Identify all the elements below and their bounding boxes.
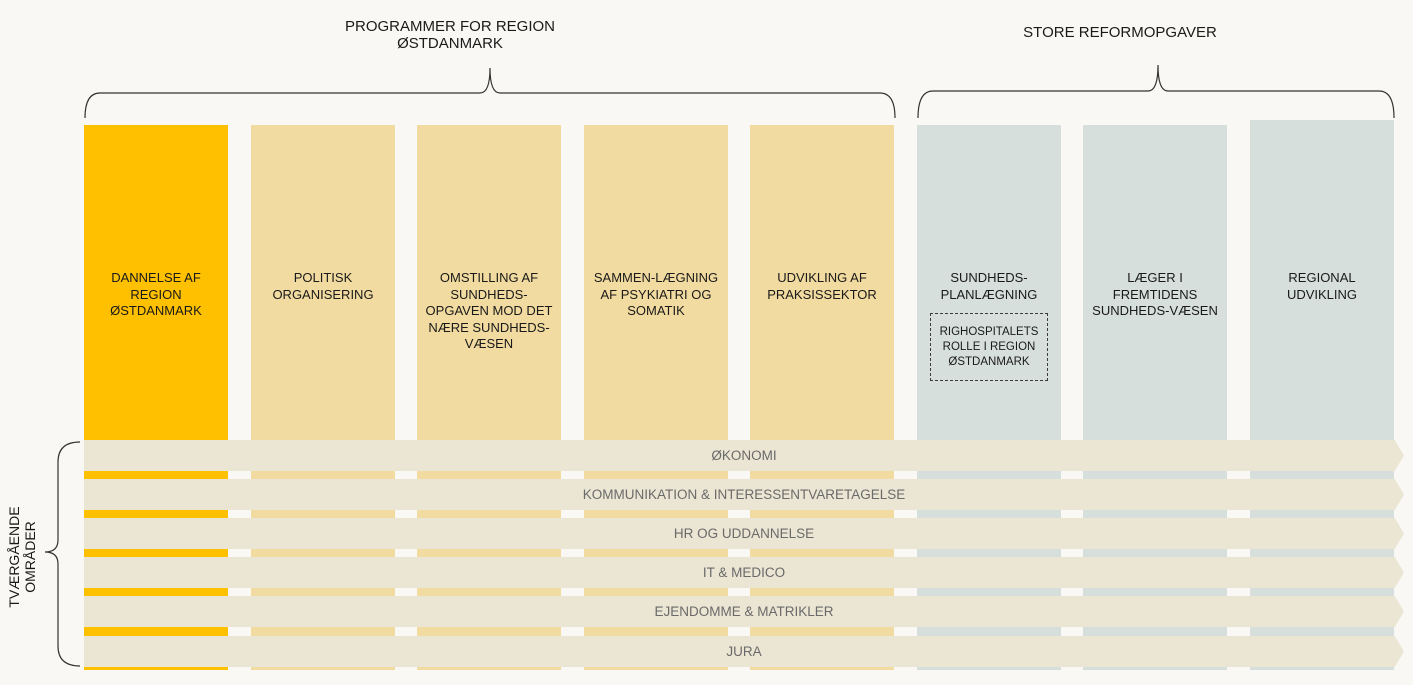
column-dannelse: DANNELSE AF REGION ØSTDANMARK <box>84 125 228 670</box>
column-label: SUNDHEDS-PLANLÆGNING <box>940 270 1038 302</box>
programs-brace <box>84 67 896 119</box>
column-label: DANNELSE AF REGION ØSTDANMARK <box>110 270 202 318</box>
column-omstilling: OMSTILLING AF SUNDHEDS-OPGAVEN MOD DET N… <box>417 125 561 670</box>
column-label: OMSTILLING AF SUNDHEDS-OPGAVEN MOD DET N… <box>425 270 553 351</box>
column-label: UDVIKLING AF PRAKSISSEKTOR <box>767 270 877 302</box>
column-label: SAMMEN-LÆGNING AF PSYKIATRI OG SOMATIK <box>593 270 719 318</box>
band-ejendomme: EJENDOMME & MATRIKLER <box>84 596 1404 627</box>
reforms-group-title: STORE REFORMOPGAVER <box>1023 24 1217 41</box>
column-politisk: POLITISK ORGANISERING <box>251 125 395 670</box>
band-it-medico: IT & MEDICO <box>84 557 1404 588</box>
programs-group-title: PROGRAMMER FOR REGION ØSTDANMARK <box>344 18 555 52</box>
column-label: LÆGER I FREMTIDENS SUNDHEDS-VÆSEN <box>1092 270 1218 318</box>
cross-areas-label-wrap: TVÆRGÅENDE OMRÅDER <box>2 497 42 617</box>
column-praksissektor: UDVIKLING AF PRAKSISSEKTOR <box>750 125 894 670</box>
reforms-brace <box>917 64 1395 119</box>
band-hr: HR OG UDDANNELSE <box>84 518 1404 549</box>
column-label: REGIONAL UDVIKLING <box>1286 270 1358 302</box>
band-kommunikation: KOMMUNIKATION & INTERESSENTVARETAGELSE <box>84 479 1404 510</box>
sub-box-righospitalet: RIGHOSPITALETS ROLLE I REGION ØSTDANMARK <box>930 313 1048 381</box>
band-jura: JURA <box>84 636 1404 667</box>
cross-areas-label: TVÆRGÅENDE OMRÅDER <box>6 506 38 608</box>
column-label: POLITISK ORGANISERING <box>272 270 374 302</box>
column-sundhedsplanlaegning: SUNDHEDS-PLANLÆGNING RIGHOSPITALETS ROLL… <box>917 125 1061 670</box>
cross-areas-brace <box>44 441 81 667</box>
column-sammenlaegning: SAMMEN-LÆGNING AF PSYKIATRI OG SOMATIK <box>584 125 728 670</box>
band-oekonomi: ØKONOMI <box>84 440 1404 471</box>
column-laeger: LÆGER I FREMTIDENS SUNDHEDS-VÆSEN <box>1083 125 1227 670</box>
